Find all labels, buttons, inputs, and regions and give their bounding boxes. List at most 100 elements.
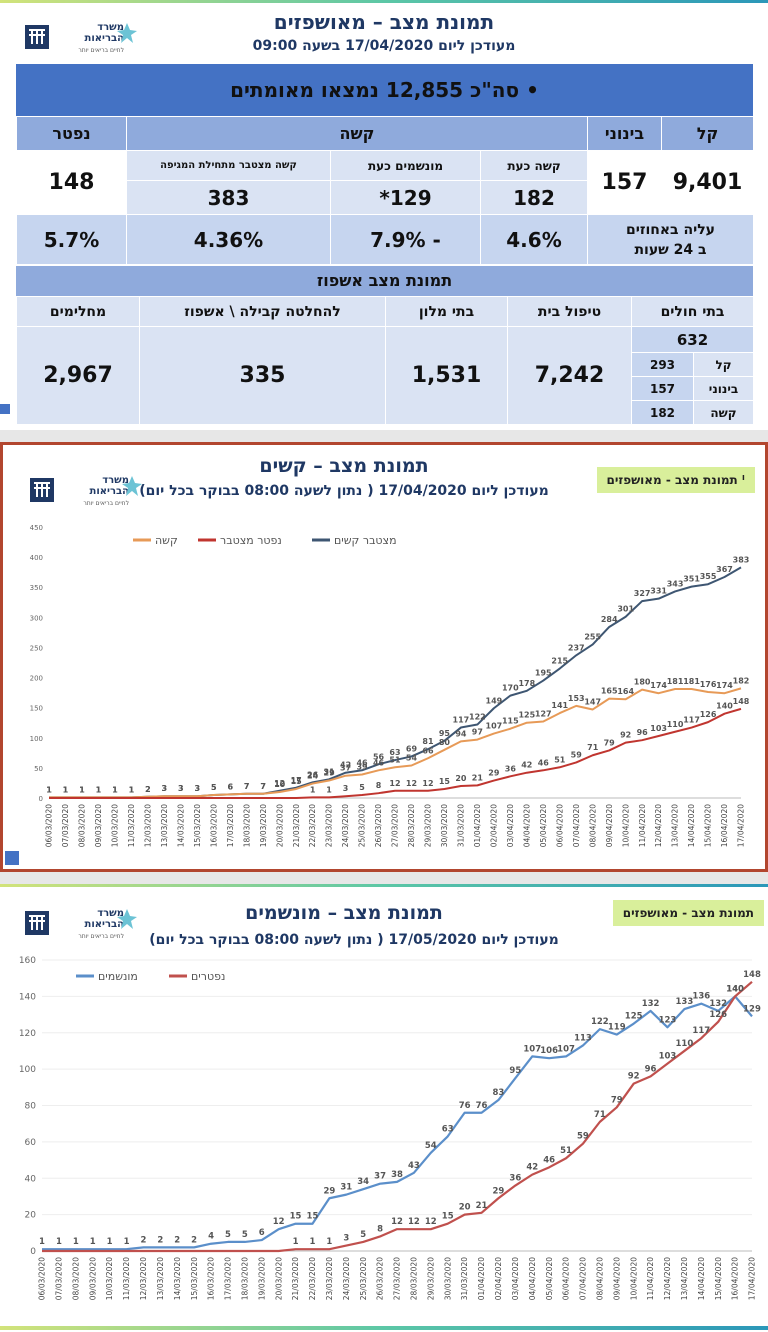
data-label: 79 (611, 1095, 623, 1105)
data-label: 56 (373, 752, 385, 761)
data-label: 174 (650, 681, 667, 690)
data-label: 1 (326, 1237, 332, 1247)
data-label: 126 (709, 1010, 727, 1020)
x-tick-label: 31/03/2020 (457, 804, 466, 847)
x-tick-label: 24/03/2020 (342, 1257, 351, 1300)
x-tick-label: 10/03/2020 (111, 804, 120, 847)
data-label: 1 (90, 1237, 96, 1247)
data-label: 327 (634, 589, 651, 598)
data-label: 117 (692, 1026, 710, 1036)
ministry-logo: משרד הבריאות לחיים בריאים יותר (24, 904, 137, 946)
increase-label-line2: ב 24 שעות (634, 241, 707, 258)
data-label: 122 (591, 1017, 609, 1027)
data-label: 2 (145, 785, 151, 794)
y-tick-label: 20 (25, 1211, 37, 1221)
data-label: 355 (700, 572, 717, 581)
data-label: 8 (377, 1224, 383, 1234)
x-tick-label: 09/04/2020 (612, 1257, 621, 1300)
x-tick-label: 17/03/2020 (226, 804, 235, 847)
x-tick-label: 29/03/2020 (426, 1257, 435, 1300)
bottom-accent-line (0, 1326, 768, 1330)
data-label: 83 (493, 1088, 505, 1098)
data-label: 6 (227, 782, 233, 791)
legend-label: קשה (155, 534, 178, 547)
x-tick-label: 17/04/2020 (737, 804, 746, 847)
data-label: 115 (502, 717, 519, 726)
value-light: 9,401 (661, 150, 754, 215)
x-tick-label: 06/04/2020 (555, 804, 564, 847)
ministry-name-1: משרד (102, 475, 129, 486)
severe-line-chart: 0 50 100 150 200 250 300 350 400 450 06/03/2020 07/… (30, 524, 750, 847)
value-hotels: 1,531 (385, 326, 508, 425)
data-label: 3 (162, 784, 168, 793)
header-light: קל (661, 116, 754, 151)
data-label: 1 (112, 785, 118, 794)
data-label: 2 (174, 1235, 180, 1245)
data-label: 1 (293, 1237, 299, 1247)
data-label: 136 (692, 992, 710, 1002)
data-label: 284 (601, 615, 618, 624)
breakdown-value: 157 (631, 376, 694, 401)
data-label: 26 (307, 770, 319, 779)
data-label: 76 (459, 1101, 471, 1111)
ministry-tagline: לחיים בריאים יותר (78, 933, 124, 940)
ministry-emblem-icon (25, 25, 49, 49)
x-tick-label: 11/04/2020 (638, 804, 647, 847)
data-label: 110 (676, 1039, 694, 1049)
data-label: 178 (518, 679, 535, 688)
severe-chart-panel: משרד הבריאות לחיים בריאים יותר תמונת מצב –… (0, 442, 768, 872)
data-label: 1 (39, 1237, 45, 1247)
data-label: 133 (676, 997, 694, 1007)
data-label: 107 (557, 1044, 575, 1054)
value-ventilated: 129* (330, 180, 481, 215)
x-tick-label: 21/03/2020 (292, 804, 301, 847)
x-tick-label: 15/04/2020 (714, 1257, 723, 1300)
x-tick-label: 22/03/2020 (308, 804, 317, 847)
x-tick-label: 30/03/2020 (440, 804, 449, 847)
data-label: 4 (208, 1232, 214, 1242)
hospitalized-status-panel: משרד הבריאות לחיים בריאים יותר תמונת מצב –… (0, 0, 768, 430)
data-label: 95 (509, 1066, 521, 1076)
data-label: 1 (63, 785, 69, 794)
data-label: 12 (391, 1217, 403, 1227)
x-tick-label: 10/04/2020 (629, 1257, 638, 1300)
data-label: 181 (683, 677, 700, 686)
data-label: 126 (700, 710, 717, 719)
data-label: 117 (453, 716, 470, 725)
data-label: 51 (554, 755, 566, 764)
value-severe-now: 182 (480, 180, 588, 215)
x-tick-label: 16/03/2020 (209, 804, 218, 847)
data-label: 7 (260, 782, 266, 791)
x-tick-label: 26/03/2020 (374, 804, 383, 847)
severity-table: קל בינוני קשה נפטר 9,401 157 קשה כעת מונ… (16, 116, 754, 265)
section-badge-text: תמונת מצב - מאושפזים (606, 473, 738, 487)
x-tick-label: 16/04/2020 (731, 1257, 740, 1300)
data-label: 1 (46, 785, 52, 794)
hospitalization-title: תמונת מצב אשפוז (16, 266, 753, 296)
panel1-title: תמונת מצב – מאושפזים (273, 10, 495, 34)
data-label: 69 (406, 744, 418, 753)
series-line (42, 995, 753, 1251)
x-tick-label: 02/04/2020 (494, 1257, 503, 1300)
data-label: 3 (194, 784, 200, 793)
data-label: 106 (540, 1046, 558, 1056)
y-tick-label: 40 (25, 1174, 37, 1184)
x-tick-label: 09/03/2020 (88, 1257, 97, 1300)
data-label: 237 (568, 643, 585, 652)
ministry-name-1: משרד (97, 908, 124, 919)
data-label: 1 (73, 1237, 79, 1247)
data-label: 81 (422, 737, 434, 746)
data-label: 3 (343, 1234, 349, 1244)
data-label: 95 (439, 729, 451, 738)
data-label: 39 (356, 763, 368, 772)
section-badge: ו תמונת מצב - מאושפזים (596, 467, 755, 493)
data-label: 165 (601, 687, 618, 696)
increase-ventilated: - 7.9% (330, 214, 481, 265)
y-tick-label: 200 (30, 675, 43, 683)
data-label: 7 (260, 782, 266, 791)
increase-severe-now: 4.6% (480, 214, 588, 265)
increase-label-line1: עליה באחוזים (625, 221, 716, 238)
data-label: 17 (291, 776, 302, 785)
x-tick-label: 16/04/2020 (720, 804, 729, 847)
x-tick-label: 06/03/2020 (38, 1257, 47, 1300)
